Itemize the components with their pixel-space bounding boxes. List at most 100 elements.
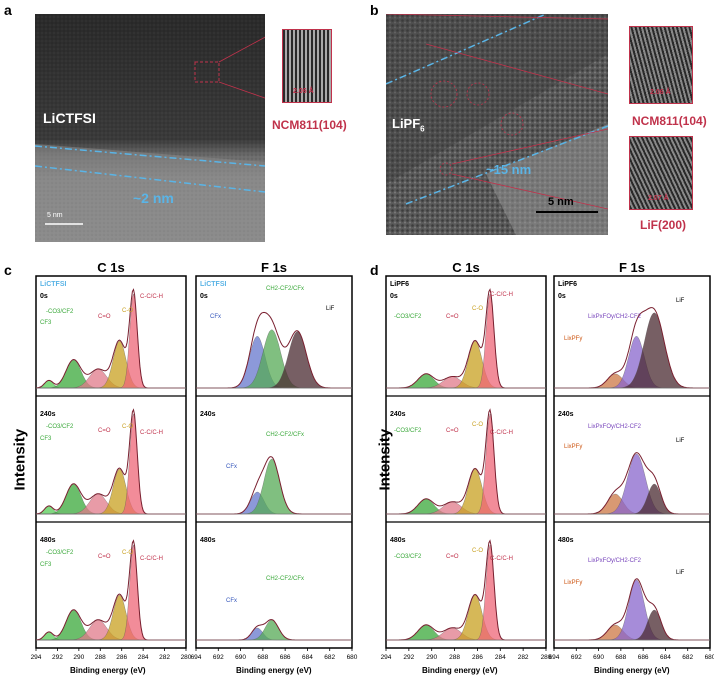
peak-c-C1s-0-3 [36,340,186,389]
c-f1s-title: F 1s [260,260,287,275]
inset-b2: 2.07 Å [629,136,693,210]
tick-label-c-F1s-682: 682 [324,654,335,661]
sample-label-c-F1s: LiCTFSI [200,281,226,288]
lbl-lif-c-F1s-0: LiF [326,306,335,312]
time-label-d-C1s-2: 480s [390,537,406,544]
inset-a-label: NCM811(104) [272,118,347,132]
panel-label-d: d [370,262,379,278]
sample-label-b: LiPF6 [392,116,425,134]
time-label-c-F1s-1: 240s [200,411,216,418]
lbl-ceqo-c-C1s-1: C=O [98,428,111,434]
lbl-cc-c-C1s-0: C-C/C-H [140,294,163,300]
tick-label-c-C1s-292: 292 [52,654,63,661]
sample-label-c-C1s: LiCTFSI [40,281,66,288]
frame-d-C1s [385,275,547,649]
sample-label-a: LiCTFSI [43,110,96,126]
tick-label-c-F1s-692: 692 [213,654,224,661]
tick-label-c-F1s-688: 688 [257,654,268,661]
peak-c-F1s-0-1 [196,329,352,389]
lbl-co-d-C1s-0: C-O [472,306,483,312]
frame-d-F1s [553,275,711,649]
lbl-lipo-d-F1s-1: LixPxFOy/CH2-CF2 [588,424,642,430]
lbl-cf3-c-C1s-2: CF3 [40,562,52,568]
tick-label-d-F1s-688: 688 [615,654,626,661]
frame-c-F1s [195,275,353,649]
c-c1s-xlabel: Binding energy (eV) [70,666,146,675]
lbl-co-c-C1s-1: C-O [122,424,133,430]
tem-image-b: LiPF6 ~15 nm 5 nm [386,14,608,235]
time-label-d-F1s-0: 0s [558,293,566,300]
lbl-ch2-c-F1s-0: CH2-CF2/CFx [266,286,304,292]
lbl-co2-c-C1s-1: -CO3/CF2 [46,424,74,430]
lbl-lipo-d-F1s-2: LixPxFOy/CH2-CF2 [588,558,642,564]
tick-label-c-C1s-290: 290 [73,654,84,661]
tick-label-d-C1s-288: 288 [449,654,460,661]
lbl-ceqo-c-C1s-2: C=O [98,554,111,560]
tick-label-c-F1s-684: 684 [302,654,313,661]
tem-image-b-graphic [386,14,608,235]
time-label-d-F1s-2: 480s [558,537,574,544]
lbl-co-d-C1s-1: C-O [472,422,483,428]
lbl-cfx-c-F1s-2: CFx [226,598,237,604]
lbl-cfx-c-F1s-0: CFx [210,314,221,320]
lbl-co2-c-C1s-2: -CO3/CF2 [46,550,74,556]
lbl-ceqo-d-C1s-1: C=O [446,428,459,434]
lbl-ceqo-c-C1s-0: C=O [98,314,111,320]
tick-label-d-F1s-690: 690 [593,654,604,661]
sample-label-b-main: LiPF [392,116,421,131]
lbl-co2-c-C1s-0: -CO3/CF2 [46,309,74,315]
lbl-ch2-c-F1s-2: CH2-CF2/CFx [266,576,304,582]
frame-c-C1s [35,275,187,649]
tick-label-d-F1s-686: 686 [638,654,649,661]
peak-d-F1s-1-1 [554,453,710,515]
time-label-c-F1s-0: 0s [200,293,208,300]
d-f1s-xlabel: Binding energy (eV) [594,666,670,675]
peak-c-F1s-1-1 [196,458,352,515]
lbl-lif-d-F1s-2: LiF [676,570,685,576]
d-f1s-title: F 1s [618,260,645,275]
tick-label-d-F1s-684: 684 [660,654,671,661]
tick-label-d-C1s-280: 280 [541,654,552,661]
lbl-ch2-c-F1s-1: CH2-CF2/CFx [266,432,304,438]
d-c1s-title: C 1s [452,260,480,275]
lbl-cc-d-C1s-2: C-C/C-H [490,556,513,562]
tick-label-c-F1s-680: 680 [347,654,358,661]
tick-label-c-F1s-686: 686 [280,654,291,661]
time-label-d-C1s-1: 240s [390,411,406,418]
lbl-co-d-C1s-2: C-O [472,548,483,554]
thickness-a: ~2 nm [133,190,174,206]
tem-image-a-graphic [35,14,265,242]
sample-label-b-sub: 6 [420,124,425,134]
panel-label-b: b [370,2,379,18]
lbl-cc-c-C1s-1: C-C/C-H [140,430,163,436]
tick-label-c-C1s-282: 282 [159,654,170,661]
tick-label-d-C1s-286: 286 [472,654,483,661]
tick-label-d-F1s-680: 680 [705,654,714,661]
sample-label-d-F1s: LiPF6 [558,281,577,288]
inset-b2-spacing: 2.07 Å [648,195,669,202]
time-label-c-C1s-1: 240s [40,411,56,418]
lbl-co-c-C1s-2: C-O [122,550,133,556]
c-c1s-title: C 1s [97,260,125,275]
c-f1s-xlabel: Binding energy (eV) [236,666,312,675]
lbl-lif-d-F1s-1: LiF [676,438,685,444]
inset-b1-spacing: 2.06 Å [650,89,671,96]
tick-label-c-F1s-690: 690 [235,654,246,661]
tick-label-d-F1s-692: 692 [571,654,582,661]
inset-a-spacing: 2.06 Å [293,88,314,95]
lbl-cc-d-C1s-0: C-C/C-H [490,292,513,298]
time-label-c-F1s-2: 480s [200,537,216,544]
lbl-lipf-d-F1s-1: LixPFy [564,444,582,450]
lbl-cfx-c-F1s-1: CFx [226,464,237,470]
lbl-lipf-d-F1s-2: LixPFy [564,580,582,586]
d-c1s-xlabel: Binding energy (eV) [422,666,498,675]
lbl-cf3-c-C1s-1: CF3 [40,436,52,442]
tick-label-c-C1s-288: 288 [95,654,106,661]
lbl-lipf-d-F1s-0: LixPFy [564,336,582,342]
peak-c-C1s-2-3 [36,594,186,641]
sample-label-d-C1s: LiPF6 [390,281,409,288]
scalebar-a: 5 nm [47,212,63,219]
lbl-lipo-d-F1s-0: LixPxFOy/CH2-CF2 [588,314,642,320]
lbl-co2-d-C1s-0: -CO3/CF2 [394,314,422,320]
